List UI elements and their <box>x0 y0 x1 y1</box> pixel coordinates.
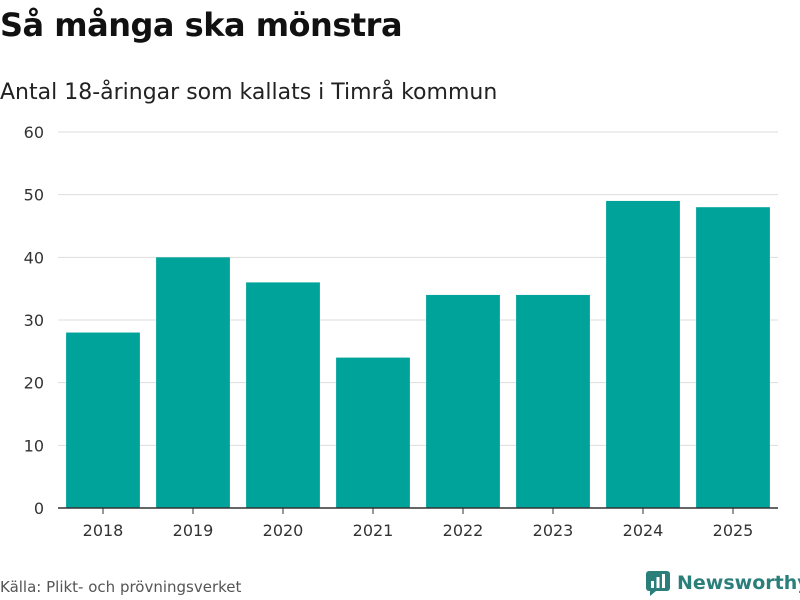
y-tick-label-50: 50 <box>24 186 44 205</box>
chart-subtitle: Antal 18-åringar som kallats i Timrå kom… <box>0 80 498 105</box>
bar-2025 <box>696 207 770 508</box>
chart-title: Så många ska mönstra <box>0 6 403 44</box>
x-tick-label-2023: 2023 <box>533 521 574 540</box>
source-note: Källa: Plikt- och prövningsverket <box>0 578 242 596</box>
x-tick-label-2022: 2022 <box>443 521 484 540</box>
newsworthy-logo-icon <box>646 571 670 596</box>
y-tick-label-0: 0 <box>34 499 44 518</box>
x-tick-label-2019: 2019 <box>173 521 214 540</box>
brand-logo: Newsworthy <box>645 570 800 596</box>
bar-2022 <box>426 294 500 508</box>
x-tick-label-2024: 2024 <box>623 521 664 540</box>
bar-2019 <box>156 257 230 508</box>
y-tick-label-20: 20 <box>24 374 44 393</box>
bar-2021 <box>336 357 410 508</box>
bar-2020 <box>246 282 320 508</box>
x-tick-label-2025: 2025 <box>713 521 754 540</box>
bar-2023 <box>516 294 590 508</box>
y-tick-label-60: 60 <box>24 123 44 142</box>
y-tick-label-40: 40 <box>24 248 44 267</box>
x-tick-label-2020: 2020 <box>263 521 304 540</box>
y-tick-label-10: 10 <box>24 436 44 455</box>
bar-2018 <box>66 332 140 508</box>
brand-name: Newsworthy <box>677 572 800 594</box>
bar-2024 <box>606 200 680 508</box>
x-tick-label-2021: 2021 <box>353 521 394 540</box>
x-tick-label-2018: 2018 <box>83 521 124 540</box>
y-tick-label-30: 30 <box>24 311 44 330</box>
